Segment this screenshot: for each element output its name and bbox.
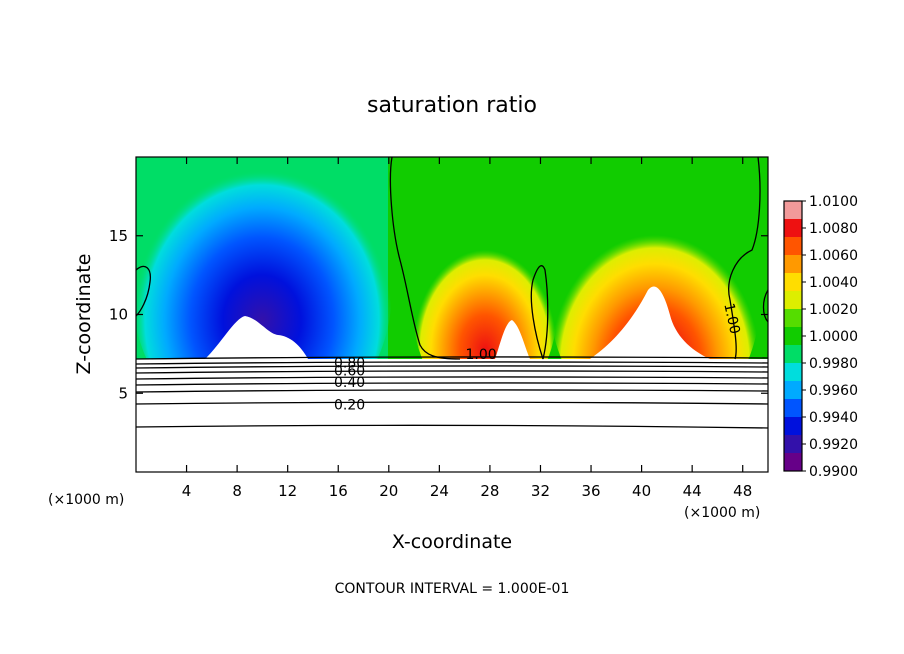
colorbar-label: 0.9960 [809, 383, 858, 399]
colorbar-swatch [784, 273, 802, 292]
colorbar-swatch [784, 453, 802, 472]
colorbar-label: 0.9940 [809, 410, 858, 426]
colorbar-swatch [784, 345, 802, 364]
x-tick-label: 8 [232, 482, 242, 500]
colorbar-label: 1.0000 [809, 329, 858, 345]
colorbar-label: 1.0020 [809, 302, 858, 318]
contour-interval-note: CONTOUR INTERVAL = 1.000E-01 [335, 581, 570, 597]
contour-label: 1.00 [720, 302, 742, 336]
colorbar-label: 0.9920 [809, 437, 858, 453]
x-unit-left: (×1000 m) [48, 492, 124, 508]
colorbar-label: 1.0100 [809, 194, 858, 210]
colorbar-swatch [784, 417, 802, 436]
colorbar-swatch [784, 291, 802, 310]
colorbar-swatch [784, 381, 802, 400]
colorbar-label: 0.9900 [809, 464, 858, 480]
y-tick-label: 5 [118, 384, 128, 402]
colorbar-swatch [784, 255, 802, 274]
colorbar-label: 1.0060 [809, 248, 858, 264]
colorbar: 1.0100 1.0080 1.0060 1.0040 1.0020 1.0000 0.99… [783, 194, 858, 480]
contour-label: 0.80 [334, 356, 365, 372]
chart-title: saturation ratio [367, 93, 537, 118]
contour-labels: 0.800.600.40 0.20 1.00 1.00 [334, 302, 743, 414]
plot-area: 0.800.600.40 0.20 1.00 1.00 [136, 157, 768, 472]
white-pocket-right [590, 286, 710, 359]
contour-label: 0.60 [334, 363, 365, 379]
colorbar-swatch [784, 309, 802, 328]
y-tick-label: 10 [109, 306, 128, 324]
x-tick-label: 32 [531, 482, 550, 500]
white-pocket-left [205, 316, 308, 359]
white-pocket-mid [495, 320, 530, 359]
colorbar-label: 1.0040 [809, 275, 858, 291]
contour-lines-lower [136, 356, 768, 429]
colorbar-swatch [784, 363, 802, 382]
x-tick-label: 36 [581, 482, 600, 500]
contour-lines-upper [136, 157, 768, 360]
x-tick-label: 48 [733, 482, 752, 500]
colorbar-swatch [784, 435, 802, 454]
lower-layer [136, 359, 768, 472]
x-tick-label: 28 [480, 482, 499, 500]
colorbar-label: 0.9980 [809, 356, 858, 372]
contour-label: 0.40 [334, 375, 365, 391]
x-axis-label: X-coordinate [392, 531, 512, 553]
x-tick-label: 16 [329, 482, 348, 500]
colorbar-label: 1.0080 [809, 221, 858, 237]
x-tick-label: 40 [632, 482, 651, 500]
x-unit-right: (×1000 m) [684, 505, 760, 521]
x-tick-label: 24 [430, 482, 449, 500]
contour-label: 0.20 [334, 397, 365, 413]
x-tick-label: 20 [379, 482, 398, 500]
colorbar-swatch [784, 399, 802, 418]
colorbar-swatch [784, 219, 802, 238]
colorbar-swatch [784, 237, 802, 256]
y-axis-label: Z-coordinate [73, 254, 95, 375]
colorbar-swatch [784, 327, 802, 346]
x-tick-label: 44 [683, 482, 702, 500]
contour-label: 1.00 [465, 347, 496, 363]
x-tick-label: 4 [182, 482, 192, 500]
x-tick-label: 12 [278, 482, 297, 500]
colorbar-swatch [784, 201, 802, 220]
y-tick-label: 15 [109, 227, 128, 245]
